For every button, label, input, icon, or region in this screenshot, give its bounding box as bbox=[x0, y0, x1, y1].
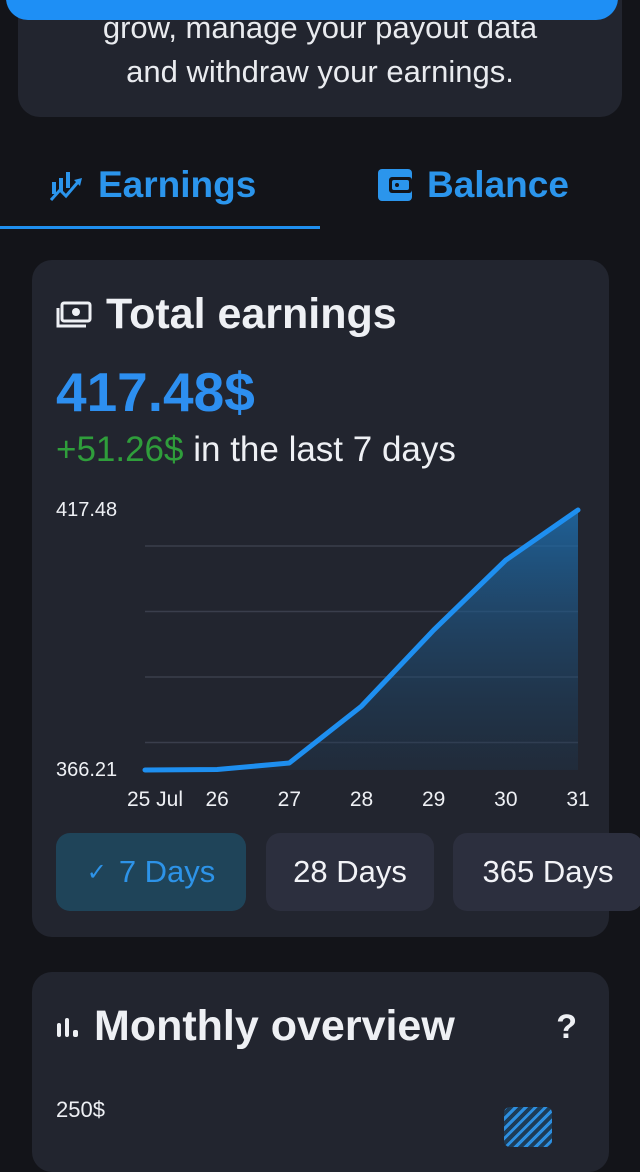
y-tick-label: 366.21 bbox=[56, 759, 117, 781]
x-tick-label: 28 bbox=[350, 788, 373, 811]
x-tick-label: 26 bbox=[205, 788, 228, 811]
x-tick-label: 25 Jul bbox=[127, 788, 183, 811]
x-tick-label: 29 bbox=[422, 788, 445, 811]
tab-earnings[interactable]: Earnings bbox=[50, 160, 256, 210]
range-7-days-button[interactable]: ✓ 7 Days bbox=[56, 833, 246, 911]
wallet-icon bbox=[377, 167, 413, 203]
total-earnings-title: Total earnings bbox=[56, 290, 397, 339]
x-tick-label: 31 bbox=[566, 788, 589, 811]
tab-bar: Earnings Balance bbox=[0, 160, 640, 230]
total-earnings-card: Total earnings 417.48$ +51.26$ in the la… bbox=[32, 260, 609, 937]
range-selector: ✓ 7 Days 28 Days 365 Days bbox=[56, 833, 636, 911]
tab-balance[interactable]: Balance bbox=[377, 160, 569, 210]
top-banner bbox=[6, 0, 618, 20]
monthly-overview-title-text: Monthly overview bbox=[94, 1002, 455, 1051]
y-axis-top-label: 250$ bbox=[56, 1097, 105, 1123]
help-button[interactable]: ? bbox=[556, 1008, 577, 1047]
chart-trend-icon bbox=[50, 168, 84, 202]
monthly-overview-card: Monthly overview ? 250$ bbox=[32, 972, 609, 1172]
y-tick-label: 417.48 bbox=[56, 499, 117, 521]
earnings-change: +51.26$ in the last 7 days bbox=[56, 430, 456, 470]
x-tick-label: 30 bbox=[494, 788, 517, 811]
earnings-chart: 417.48 366.21 25 Jul 26 27 28 29 30 31 bbox=[32, 490, 609, 820]
money-icon bbox=[56, 301, 92, 329]
intro-text-line2: and withdraw your earnings. bbox=[18, 52, 622, 92]
range-label: 7 Days bbox=[119, 854, 215, 890]
monthly-overview-title: Monthly overview bbox=[56, 1002, 455, 1051]
area-fill bbox=[145, 510, 578, 770]
range-365-days-button[interactable]: 365 Days bbox=[453, 833, 640, 911]
range-label: 28 Days bbox=[293, 854, 407, 890]
range-28-days-button[interactable]: 28 Days bbox=[266, 833, 434, 911]
bar-chart-icon bbox=[56, 1017, 80, 1037]
earnings-change-amount: +51.26$ bbox=[56, 430, 184, 469]
monthly-bar bbox=[504, 1107, 552, 1147]
total-earnings-title-text: Total earnings bbox=[106, 290, 397, 339]
total-earnings-value: 417.48$ bbox=[56, 360, 255, 424]
x-tick-label: 27 bbox=[278, 788, 301, 811]
range-label: 365 Days bbox=[483, 854, 614, 890]
tab-earnings-label: Earnings bbox=[98, 164, 256, 206]
active-tab-indicator bbox=[0, 226, 320, 229]
check-icon: ✓ bbox=[87, 858, 107, 887]
tab-balance-label: Balance bbox=[427, 164, 569, 206]
earnings-change-suffix: in the last 7 days bbox=[184, 430, 456, 469]
